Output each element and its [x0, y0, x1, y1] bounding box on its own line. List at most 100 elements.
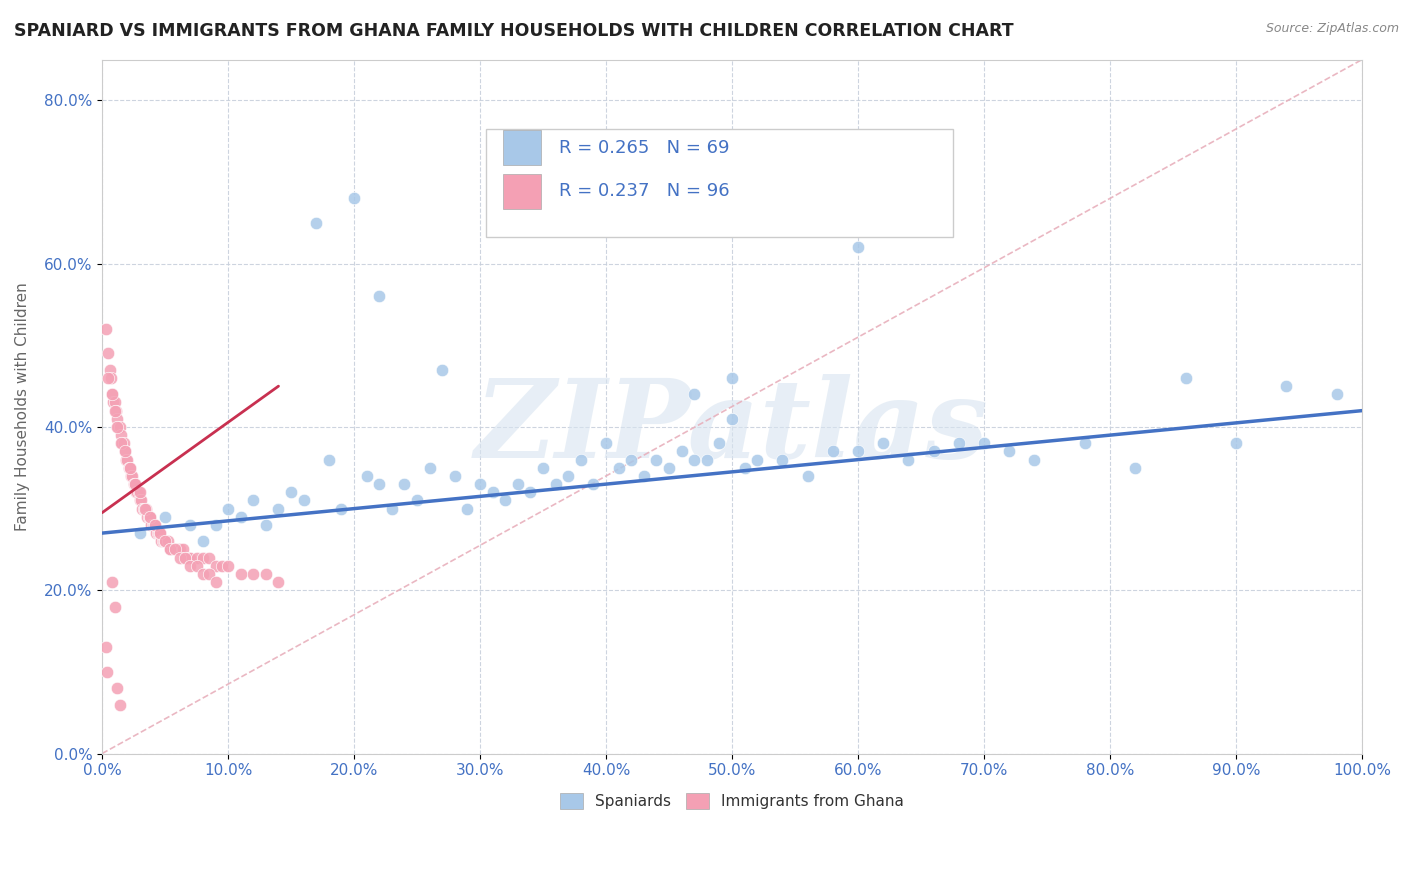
Point: [136, 509, 159, 524]
Point: [110, 436, 132, 450]
Point: [149, 526, 172, 541]
Point: [150, 534, 173, 549]
Point: [198, 566, 221, 581]
Text: R = 0.265   N = 69: R = 0.265 N = 69: [560, 139, 730, 157]
Point: [254, 517, 277, 532]
Point: [394, 477, 416, 491]
Point: [104, 395, 127, 409]
Point: [544, 477, 567, 491]
Point: [100, 371, 122, 385]
Point: [127, 485, 149, 500]
Point: [468, 477, 491, 491]
Point: [179, 550, 201, 565]
Point: [177, 550, 200, 565]
Point: [129, 485, 152, 500]
Point: [330, 501, 353, 516]
Point: [114, 444, 136, 458]
Point: [105, 420, 128, 434]
Point: [186, 550, 208, 565]
Point: [948, 436, 970, 450]
Point: [117, 460, 139, 475]
Point: [595, 436, 617, 450]
Point: [406, 493, 429, 508]
Point: [105, 412, 128, 426]
Point: [134, 501, 156, 516]
Point: [145, 526, 167, 541]
Point: [198, 550, 221, 565]
Point: [1275, 379, 1298, 393]
Point: [111, 436, 134, 450]
Point: [101, 387, 124, 401]
Point: [114, 444, 136, 458]
Point: [174, 550, 197, 565]
Point: [582, 477, 605, 491]
Point: [368, 477, 391, 491]
Text: ZIPatlas: ZIPatlas: [475, 374, 988, 481]
Point: [105, 681, 128, 696]
Point: [108, 420, 131, 434]
Point: [242, 493, 264, 508]
Point: [125, 485, 148, 500]
Point: [172, 542, 194, 557]
Point: [143, 517, 166, 532]
Point: [159, 542, 181, 557]
Point: [118, 460, 141, 475]
Point: [242, 566, 264, 581]
Point: [98, 363, 121, 377]
Point: [153, 509, 176, 524]
Point: [129, 526, 152, 541]
Point: [292, 493, 315, 508]
Point: [97, 371, 120, 385]
FancyBboxPatch shape: [503, 130, 540, 165]
Point: [108, 698, 131, 712]
Point: [153, 534, 176, 549]
Point: [683, 452, 706, 467]
Point: [217, 558, 239, 573]
Point: [633, 469, 655, 483]
Point: [734, 460, 756, 475]
Point: [821, 444, 844, 458]
Point: [104, 403, 127, 417]
Point: [343, 191, 366, 205]
Point: [166, 542, 188, 557]
Point: [846, 240, 869, 254]
FancyBboxPatch shape: [503, 174, 540, 209]
Point: [169, 542, 191, 557]
Point: [721, 371, 744, 385]
Point: [211, 558, 233, 573]
Point: [165, 542, 187, 557]
Point: [645, 452, 668, 467]
Point: [141, 517, 163, 532]
Point: [139, 509, 162, 524]
Point: [129, 493, 152, 508]
Point: [124, 477, 146, 491]
Point: [101, 387, 124, 401]
Point: [97, 346, 120, 360]
Point: [112, 436, 135, 450]
Text: R = 0.237   N = 96: R = 0.237 N = 96: [560, 183, 730, 201]
Point: [897, 452, 920, 467]
Point: [129, 493, 152, 508]
Point: [179, 558, 201, 573]
Point: [132, 501, 155, 516]
Point: [146, 526, 169, 541]
Point: [104, 403, 127, 417]
Point: [179, 517, 201, 532]
Point: [267, 575, 290, 590]
Point: [658, 460, 681, 475]
Point: [305, 216, 328, 230]
Point: [846, 444, 869, 458]
Point: [1123, 460, 1146, 475]
Point: [141, 517, 163, 532]
Point: [101, 575, 124, 590]
Text: SPANIARD VS IMMIGRANTS FROM GHANA FAMILY HOUSEHOLDS WITH CHILDREN CORRELATION CH: SPANIARD VS IMMIGRANTS FROM GHANA FAMILY…: [14, 22, 1014, 40]
Point: [152, 534, 174, 549]
Point: [120, 469, 142, 483]
Point: [747, 452, 769, 467]
Point: [998, 444, 1021, 458]
Point: [1024, 452, 1046, 467]
Point: [772, 452, 794, 467]
Point: [569, 452, 592, 467]
Point: [162, 542, 184, 557]
Point: [121, 469, 143, 483]
